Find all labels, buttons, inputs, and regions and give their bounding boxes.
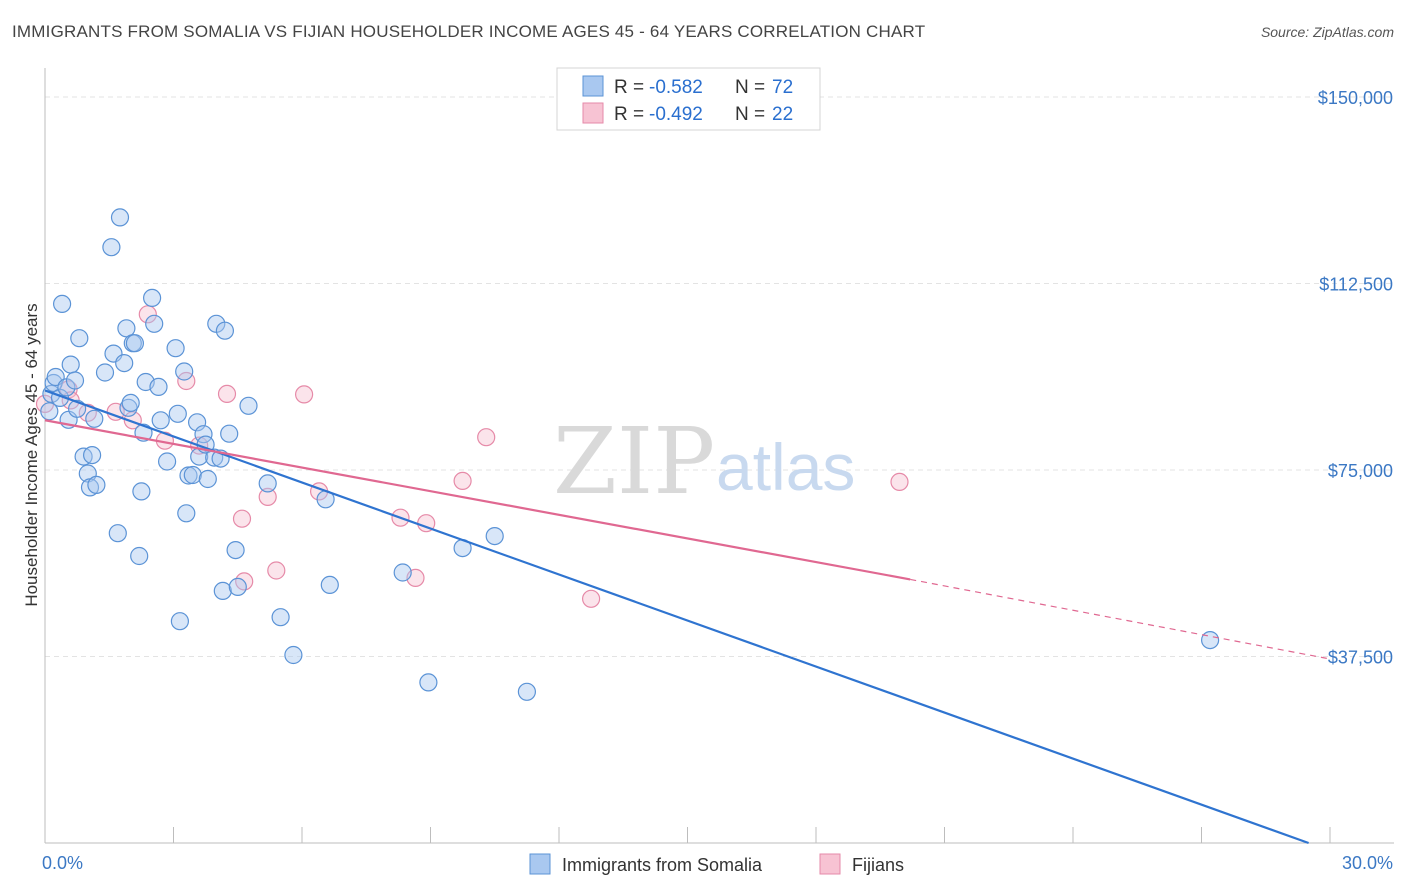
somalia-point-26 (121, 393, 140, 412)
somalia-point-9 (65, 371, 85, 390)
x-tick-label-1: 30.0% (1342, 853, 1393, 873)
somalia-point-37 (158, 452, 177, 471)
fijian-point-15 (295, 385, 314, 404)
somalia-point-33 (143, 288, 162, 307)
somalia-point-58 (239, 396, 258, 415)
somalia-point-41 (175, 362, 194, 381)
legend-r-label-somalia: R = (614, 77, 644, 98)
x-tick-label-0: 0.0% (42, 853, 83, 873)
legend-n-value-fijian: 22 (772, 104, 793, 125)
x-tick-labels: 0.0% 30.0% (42, 853, 1393, 873)
somalia-point-40 (170, 612, 189, 631)
somalia-point-49 (198, 469, 217, 489)
fijian-point-21 (477, 428, 496, 447)
somalia-point-8 (61, 355, 80, 374)
somalia-point-30 (132, 482, 151, 501)
legend-n-value-somalia: 72 (772, 77, 793, 98)
trend-lines (44, 389, 1331, 845)
somalia-point-21 (108, 524, 127, 543)
fijian-point-20 (453, 471, 472, 490)
somalia-point-16 (85, 409, 104, 428)
legend-n-label-somalia: N = (735, 77, 765, 98)
somalia-point-18 (95, 363, 115, 382)
legend-n-label-fijian: N = (735, 104, 765, 125)
somalia-point-64 (393, 563, 412, 582)
somalia-point-1 (42, 384, 61, 403)
somalia-point-5 (52, 294, 72, 313)
bottom-legend-swatch-somalia (529, 853, 551, 875)
somalia-point-44 (183, 465, 202, 485)
fijian-trend-line (44, 419, 911, 581)
watermark-zip: ZIP (553, 408, 715, 515)
somalia-point-54 (215, 321, 234, 340)
somalia-point-56 (226, 540, 245, 560)
legend-r-label-fijian: R = (614, 104, 644, 125)
fijian-point-13 (258, 487, 277, 506)
somalia-point-63 (320, 575, 339, 595)
somalia-point-55 (220, 424, 239, 443)
somalia-point-65 (419, 673, 438, 692)
somalia-point-35 (149, 377, 168, 396)
somalia-point-22 (110, 208, 130, 227)
legend-r-value-fijian: -0.492 (649, 104, 703, 125)
grid-lines (45, 96, 1394, 657)
bottom-legend-label-fijian: Fijians (852, 855, 904, 875)
somalia-point-59 (258, 474, 277, 493)
y-tick-label-2: $112,500 (1319, 275, 1393, 295)
legend-r-value-somalia: -0.582 (649, 77, 703, 98)
somalia-point-0 (40, 402, 59, 421)
bottom-legend-label-somalia: Immigrants from Somalia (562, 855, 763, 875)
somalia-point-61 (284, 645, 303, 665)
legend-swatch-somalia (582, 75, 604, 97)
y-tick-label-3: $150,000 (1318, 88, 1393, 108)
somalia-point-15 (82, 446, 102, 465)
somalia-point-28 (125, 334, 144, 353)
y-tick-label-0: $37,500 (1328, 648, 1393, 668)
somalia-trend-line (44, 389, 1309, 845)
watermark: ZIP atlas (553, 408, 855, 515)
somalia-point-42 (177, 504, 196, 523)
somalia-point-17 (87, 475, 106, 494)
series-legend: Immigrants from Somalia Fijians (529, 853, 904, 875)
somalia-point-60 (271, 608, 290, 627)
fijian-point-10 (217, 384, 237, 403)
somalia-point-69 (1200, 630, 1220, 650)
somalia-point-67 (485, 526, 504, 546)
somalia-point-34 (145, 314, 164, 333)
somalia-point-38 (166, 339, 185, 358)
legend-swatch-fijian (582, 102, 604, 124)
axes (44, 68, 1394, 844)
somalia-point-19 (102, 238, 121, 257)
watermark-atlas: atlas (716, 430, 855, 504)
somalia-point-53 (213, 581, 232, 601)
somalia-point-36 (151, 411, 170, 430)
somalia-point-11 (70, 329, 89, 348)
somalia-point-57 (228, 577, 247, 597)
somalia-point-39 (168, 404, 187, 423)
bottom-legend-swatch-fijian (819, 853, 841, 875)
correlation-legend: R = -0.582 N = 72 R = -0.492 N = 22 (556, 67, 821, 131)
somalia-point-68 (517, 682, 537, 701)
y-tick-labels: $37,500 $75,000 $112,500 $150,000 (1318, 88, 1393, 668)
fijian-point-23 (890, 472, 909, 491)
fijian-point-22 (581, 589, 601, 608)
somalia-point-23 (115, 354, 134, 373)
fijian-point-11 (232, 509, 252, 528)
somalia-point-29 (130, 546, 149, 566)
fijian-trend-line-extension (910, 578, 1331, 660)
source-label: Source: ZipAtlas.com (1260, 24, 1394, 40)
fijian-point-14 (267, 561, 286, 580)
chart-title: IMMIGRANTS FROM SOMALIA VS FIJIAN HOUSEH… (12, 22, 926, 41)
y-tick-label-1: $75,000 (1328, 461, 1393, 481)
y-axis-label: Householder Income Ages 45 - 64 years (22, 303, 41, 606)
